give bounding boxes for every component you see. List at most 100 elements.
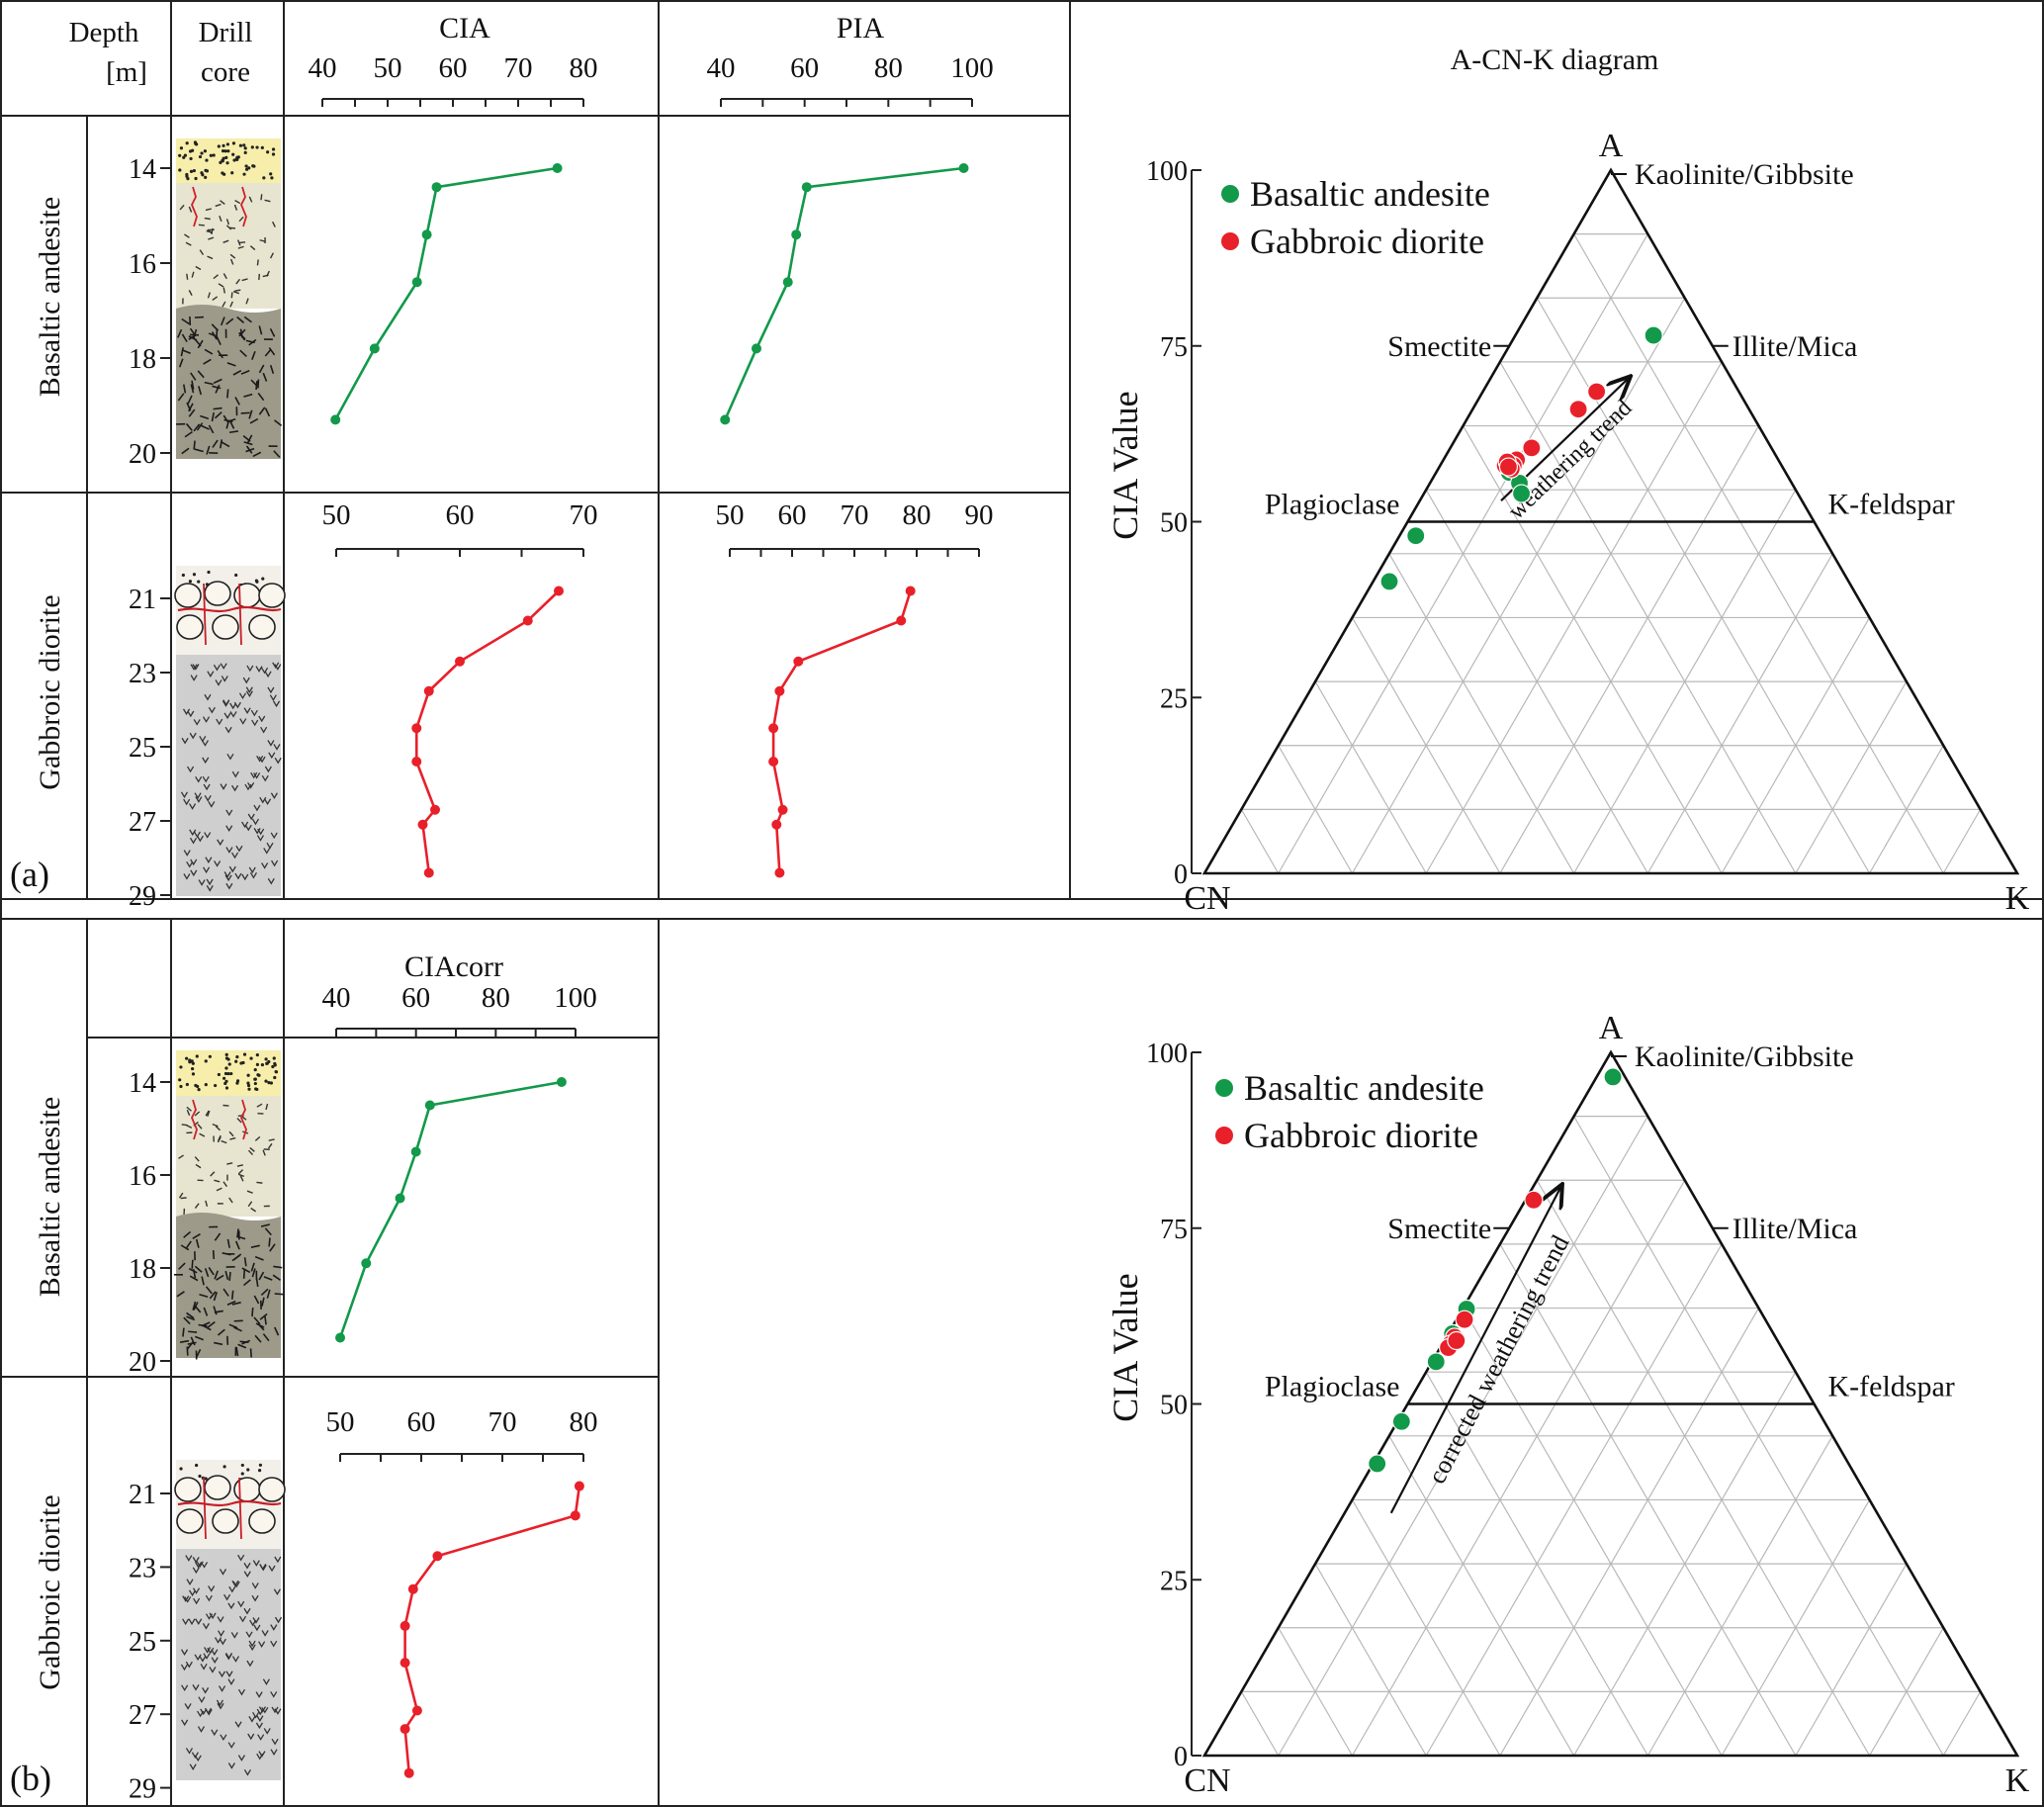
sand-dot xyxy=(235,1054,239,1059)
sand-dot xyxy=(240,1472,244,1476)
feldspar-mark xyxy=(202,716,211,723)
mineral-dash xyxy=(250,1207,257,1213)
mineral-dash xyxy=(264,199,271,203)
rock-dash xyxy=(251,1308,254,1317)
boulder xyxy=(248,1508,276,1534)
feldspar-mark xyxy=(261,1630,269,1637)
grid-line xyxy=(1351,1499,1501,1757)
sand-dot xyxy=(183,153,188,157)
feldspar-mark xyxy=(218,1630,225,1637)
feldspar-mark xyxy=(247,813,255,821)
grid-line xyxy=(1388,1435,1575,1757)
profile-data-point xyxy=(793,656,804,667)
rock-dash xyxy=(190,1336,196,1346)
boulder xyxy=(174,1477,202,1502)
a-core-basaltic xyxy=(176,138,283,459)
sand-dot xyxy=(231,141,236,145)
feldspar-mark xyxy=(270,832,278,840)
sand-dot xyxy=(178,168,182,172)
feldspar-mark xyxy=(181,1684,189,1692)
feldspar-mark xyxy=(252,1711,260,1719)
x-tick-label: 80 xyxy=(570,52,598,84)
rock-dash xyxy=(188,408,196,417)
feldspar-mark xyxy=(224,1653,232,1661)
core-header-line1: Drill xyxy=(199,17,253,48)
ternary-diagrams: 0 25 50 75 100 CIA Value A CN K Kaolinite/Gibbsit… xyxy=(1106,128,2030,1799)
mineral-dash xyxy=(195,265,202,271)
mineral-dash xyxy=(262,274,269,278)
rock-dash xyxy=(260,1288,269,1296)
rock-dash xyxy=(258,364,265,374)
x-tick-label: 90 xyxy=(965,499,994,531)
mineral-dash xyxy=(186,1125,193,1129)
mineral-dash xyxy=(234,289,241,292)
rock-dash xyxy=(239,349,247,357)
feldspar-mark xyxy=(247,781,255,789)
profile-data-point xyxy=(361,1258,372,1269)
a-basaltic-depth-tick-label: 18 xyxy=(129,344,156,375)
mineral-dash xyxy=(229,258,234,265)
feldspar-mark xyxy=(189,732,197,740)
feldspar-mark xyxy=(227,1678,235,1685)
rock-dash xyxy=(183,1316,191,1325)
feldspar-mark xyxy=(234,872,242,880)
feldspar-mark xyxy=(228,865,236,873)
mineral-dash xyxy=(228,1197,233,1204)
cia-tick-label: 0 xyxy=(1174,859,1188,890)
feldspar-mark xyxy=(227,1762,235,1769)
feldspar-mark xyxy=(189,837,198,845)
weathered-layer xyxy=(176,1096,281,1217)
rock-dash xyxy=(243,1257,247,1267)
sand-dot xyxy=(188,580,193,584)
depth-unit-header: [m] xyxy=(106,56,147,88)
feldspar-mark xyxy=(231,1656,240,1663)
sand-dot xyxy=(197,580,201,584)
feldspar-mark xyxy=(235,845,243,853)
red-vein xyxy=(177,1499,282,1507)
grid-line xyxy=(1278,745,1353,874)
profile-data-point xyxy=(751,343,761,354)
vertex-label-cn: CN xyxy=(1184,880,1230,917)
sand-dot xyxy=(246,1073,250,1077)
rock-dash xyxy=(191,380,195,390)
feldspar-mark xyxy=(211,1657,219,1665)
grid-line xyxy=(1351,297,1686,874)
profile-chart-0: 40 50 60 70 80 xyxy=(309,52,598,425)
rock-dash xyxy=(214,1310,223,1313)
rock-dash xyxy=(257,1322,265,1331)
mineral-label-plagioclase: Plagioclase xyxy=(1265,1371,1400,1403)
x-tick-label: 60 xyxy=(790,52,819,84)
mineral-dash xyxy=(217,1136,222,1143)
feldspar-mark xyxy=(253,772,261,779)
grid-line xyxy=(1463,1308,1723,1757)
feldspar-mark xyxy=(204,1647,212,1654)
sand-dot xyxy=(235,1081,239,1085)
feldspar-mark xyxy=(220,1734,227,1742)
sand-dot xyxy=(200,171,204,175)
rock-dash xyxy=(240,411,250,414)
mineral-dash xyxy=(186,1106,192,1112)
sand-dot xyxy=(247,1087,251,1091)
mineral-dash xyxy=(191,271,195,278)
legend-label: Basaltic andesite xyxy=(1244,1068,1484,1108)
profile-chart-2: 50 60 70 xyxy=(322,499,598,878)
mineral-dash xyxy=(180,1197,187,1200)
red-vein xyxy=(191,186,198,227)
feldspar-mark xyxy=(263,848,271,855)
rock-dash xyxy=(264,407,271,417)
feldspar-mark xyxy=(270,792,278,800)
legend-marker xyxy=(1215,1127,1233,1144)
feldspar-mark xyxy=(266,842,274,850)
mineral-dash xyxy=(256,259,259,266)
rock-dash xyxy=(181,333,188,343)
grid-line xyxy=(1942,809,1982,874)
panel-label-a: (a) xyxy=(10,855,49,894)
rock-dash xyxy=(176,1291,185,1298)
feldspar-mark xyxy=(260,726,268,734)
feldspar-mark xyxy=(216,718,223,726)
grid-line xyxy=(1499,1308,1759,1757)
mineral-dash xyxy=(222,273,227,280)
a-gabbroic-depth-tick-label: 25 xyxy=(129,733,156,764)
feldspar-mark xyxy=(270,1640,278,1648)
sand-dot xyxy=(186,177,190,181)
